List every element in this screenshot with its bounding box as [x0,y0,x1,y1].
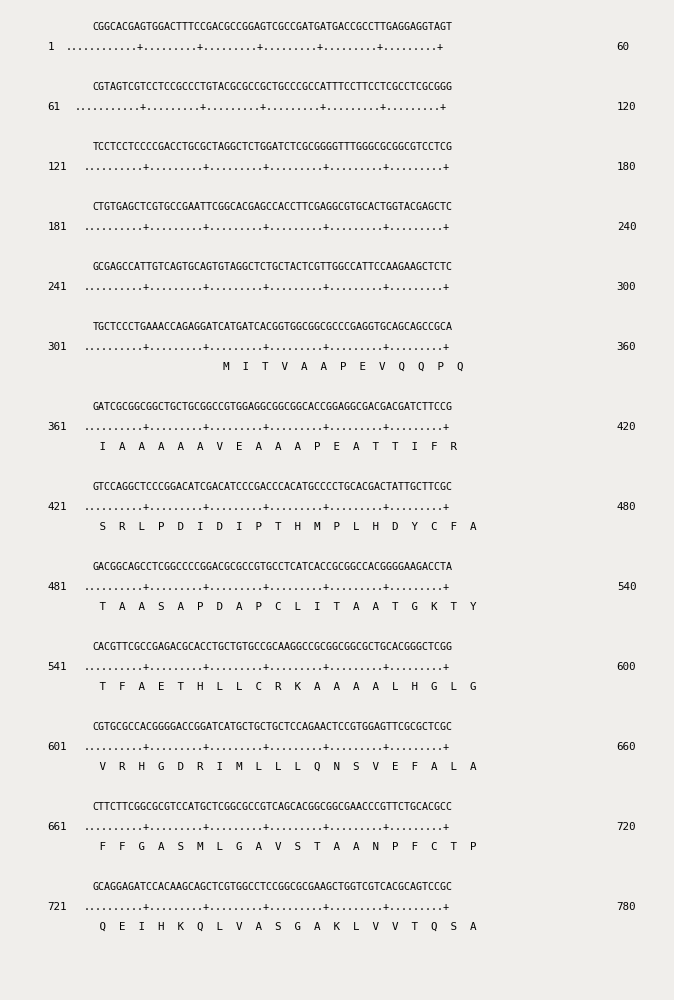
Text: 60: 60 [617,42,630,52]
Text: TCCTCCTCCCCGACCTGCGCTAGGCTCTGGATCTCGCGGGGTTTGGGCGCGGCGTCCTCG: TCCTCCTCCCCGACCTGCGCTAGGCTCTGGATCTCGCGGG… [93,142,453,152]
Text: ..........+.........+.........+.........+.........+.........+: ..........+.........+.........+.........… [84,422,450,432]
Text: 420: 420 [617,422,636,432]
Text: ..........+.........+.........+.........+.........+.........+: ..........+.........+.........+.........… [84,902,450,912]
Text: CACGTTCGCCGAGACGCACCTGCTGTGCCGCAAGGCCGCGGCGGCGCTGCACGGGCTCGG: CACGTTCGCCGAGACGCACCTGCTGTGCCGCAAGGCCGCG… [93,642,453,652]
Text: F  F  G  A  S  M  L  G  A  V  S  T  A  A  N  P  F  C  T  P: F F G A S M L G A V S T A A N P F C T P [93,842,476,852]
Text: 300: 300 [617,282,636,292]
Text: 360: 360 [617,342,636,352]
Text: T  F  A  E  T  H  L  L  C  R  K  A  A  A  A  L  H  G  L  G: T F A E T H L L C R K A A A A L H G L G [93,682,476,692]
Text: ..........+.........+.........+.........+.........+.........+: ..........+.........+.........+.........… [84,342,450,352]
Text: V  R  H  G  D  R  I  M  L  L  L  Q  N  S  V  E  F  A  L  A: V R H G D R I M L L L Q N S V E F A L A [93,762,476,772]
Text: GACGGCAGCCTCGGCCCCGGACGCGCCGTGCCTCATCACCGCGGCCACGGGGAAGACCTA: GACGGCAGCCTCGGCCCCGGACGCGCCGTGCCTCATCACC… [93,562,453,572]
Text: Q  E  I  H  K  Q  L  V  A  S  G  A  K  L  V  V  T  Q  S  A: Q E I H K Q L V A S G A K L V V T Q S A [93,922,476,932]
Text: GCGAGCCATTGTCAGTGCAGTGTAGGCTCTGCTACTCGTTGGCCATTCCAAGAAGCTCTC: GCGAGCCATTGTCAGTGCAGTGTAGGCTCTGCTACTCGTT… [93,262,453,272]
Text: CTGTGAGCTCGTGCCGAATTCGGCACGAGCCACCTTCGAGGCGTGCACTGGTACGAGCTC: CTGTGAGCTCGTGCCGAATTCGGCACGAGCCACCTTCGAG… [93,202,453,212]
Text: 600: 600 [617,662,636,672]
Text: 661: 661 [47,822,67,832]
Text: ..........+.........+.........+.........+.........+.........+: ..........+.........+.........+.........… [84,582,450,592]
Text: GCAGGAGATCCACAAGCAGCTCGTGGCCTCCGGCGCGAAGCTGGTCGTCACGCAGTCCGC: GCAGGAGATCCACAAGCAGCTCGTGGCCTCCGGCGCGAAG… [93,882,453,892]
Text: ..........+.........+.........+.........+.........+.........+: ..........+.........+.........+.........… [84,742,450,752]
Text: 361: 361 [47,422,67,432]
Text: ...........+.........+.........+.........+.........+.........+: ...........+.........+.........+........… [75,102,446,112]
Text: 180: 180 [617,162,636,172]
Text: ..........+.........+.........+.........+.........+.........+: ..........+.........+.........+.........… [84,822,450,832]
Text: 721: 721 [47,902,67,912]
Text: 720: 720 [617,822,636,832]
Text: ..........+.........+.........+.........+.........+.........+: ..........+.........+.........+.........… [84,222,450,232]
Text: 241: 241 [47,282,67,292]
Text: 540: 540 [617,582,636,592]
Text: 421: 421 [47,502,67,512]
Text: 481: 481 [47,582,67,592]
Text: 181: 181 [47,222,67,232]
Text: 1: 1 [47,42,54,52]
Text: I  A  A  A  A  A  V  E  A  A  A  P  E  A  T  T  I  F  R: I A A A A A V E A A A P E A T T I F R [93,442,457,452]
Text: CTTCTTCGGCGCGTCCATGCTCGGCGCCGTCAGCACGGCGGCGAACCCGTTCTGCACGCC: CTTCTTCGGCGCGTCCATGCTCGGCGCCGTCAGCACGGCG… [93,802,453,812]
Text: M  I  T  V  A  A  P  E  V  Q  Q  P  Q: M I T V A A P E V Q Q P Q [93,362,463,372]
Text: CGTGCGCCACGGGGACCGGATCATGCTGCTGCTCCAGAACTCCGTGGAGTTCGCGCTCGC: CGTGCGCCACGGGGACCGGATCATGCTGCTGCTCCAGAAC… [93,722,453,732]
Text: 240: 240 [617,222,636,232]
Text: 480: 480 [617,502,636,512]
Text: 121: 121 [47,162,67,172]
Text: CGTAGTCGTCCTCCGCCCTGTACGCGCCGCTGCCCGCCATTTCCTTCCTCGCCTCGCGGG: CGTAGTCGTCCTCCGCCCTGTACGCGCCGCTGCCCGCCAT… [93,82,453,92]
Text: 61: 61 [47,102,60,112]
Text: 541: 541 [47,662,67,672]
Text: GATCGCGGCGGCTGCTGCGGCCGTGGAGGCGGCGGCACCGGAGGCGACGACGATCTTCCG: GATCGCGGCGGCTGCTGCGGCCGTGGAGGCGGCGGCACCG… [93,402,453,412]
Text: GTCCAGGCTCCCGGACATCGACATCCCGACCCACATGCCCCTGCACGACTATTGCTTCGC: GTCCAGGCTCCCGGACATCGACATCCCGACCCACATGCCC… [93,482,453,492]
Text: S  R  L  P  D  I  D  I  P  T  H  M  P  L  H  D  Y  C  F  A: S R L P D I D I P T H M P L H D Y C F A [93,522,476,532]
Text: 120: 120 [617,102,636,112]
Text: 660: 660 [617,742,636,752]
Text: 780: 780 [617,902,636,912]
Text: TGCTCCCTGAAACCAGAGGATCATGATCACGGTGGCGGCGCCCGAGGTGCAGCAGCCGCA: TGCTCCCTGAAACCAGAGGATCATGATCACGGTGGCGGCG… [93,322,453,332]
Text: ..........+.........+.........+.........+.........+.........+: ..........+.........+.........+.........… [84,662,450,672]
Text: T  A  A  S  A  P  D  A  P  C  L  I  T  A  A  T  G  K  T  Y: T A A S A P D A P C L I T A A T G K T Y [93,602,476,612]
Text: ............+.........+.........+.........+.........+.........+: ............+.........+.........+.......… [65,42,443,52]
Text: ..........+.........+.........+.........+.........+.........+: ..........+.........+.........+.........… [84,282,450,292]
Text: ..........+.........+.........+.........+.........+.........+: ..........+.........+.........+.........… [84,502,450,512]
Text: CGGCACGAGTGGACTTTCCGACGCCGGAGTCGCCGATGATGACCGCCTTGAGGAGGTAGT: CGGCACGAGTGGACTTTCCGACGCCGGAGTCGCCGATGAT… [93,22,453,32]
Text: ..........+.........+.........+.........+.........+.........+: ..........+.........+.........+.........… [84,162,450,172]
Text: 601: 601 [47,742,67,752]
Text: 301: 301 [47,342,67,352]
